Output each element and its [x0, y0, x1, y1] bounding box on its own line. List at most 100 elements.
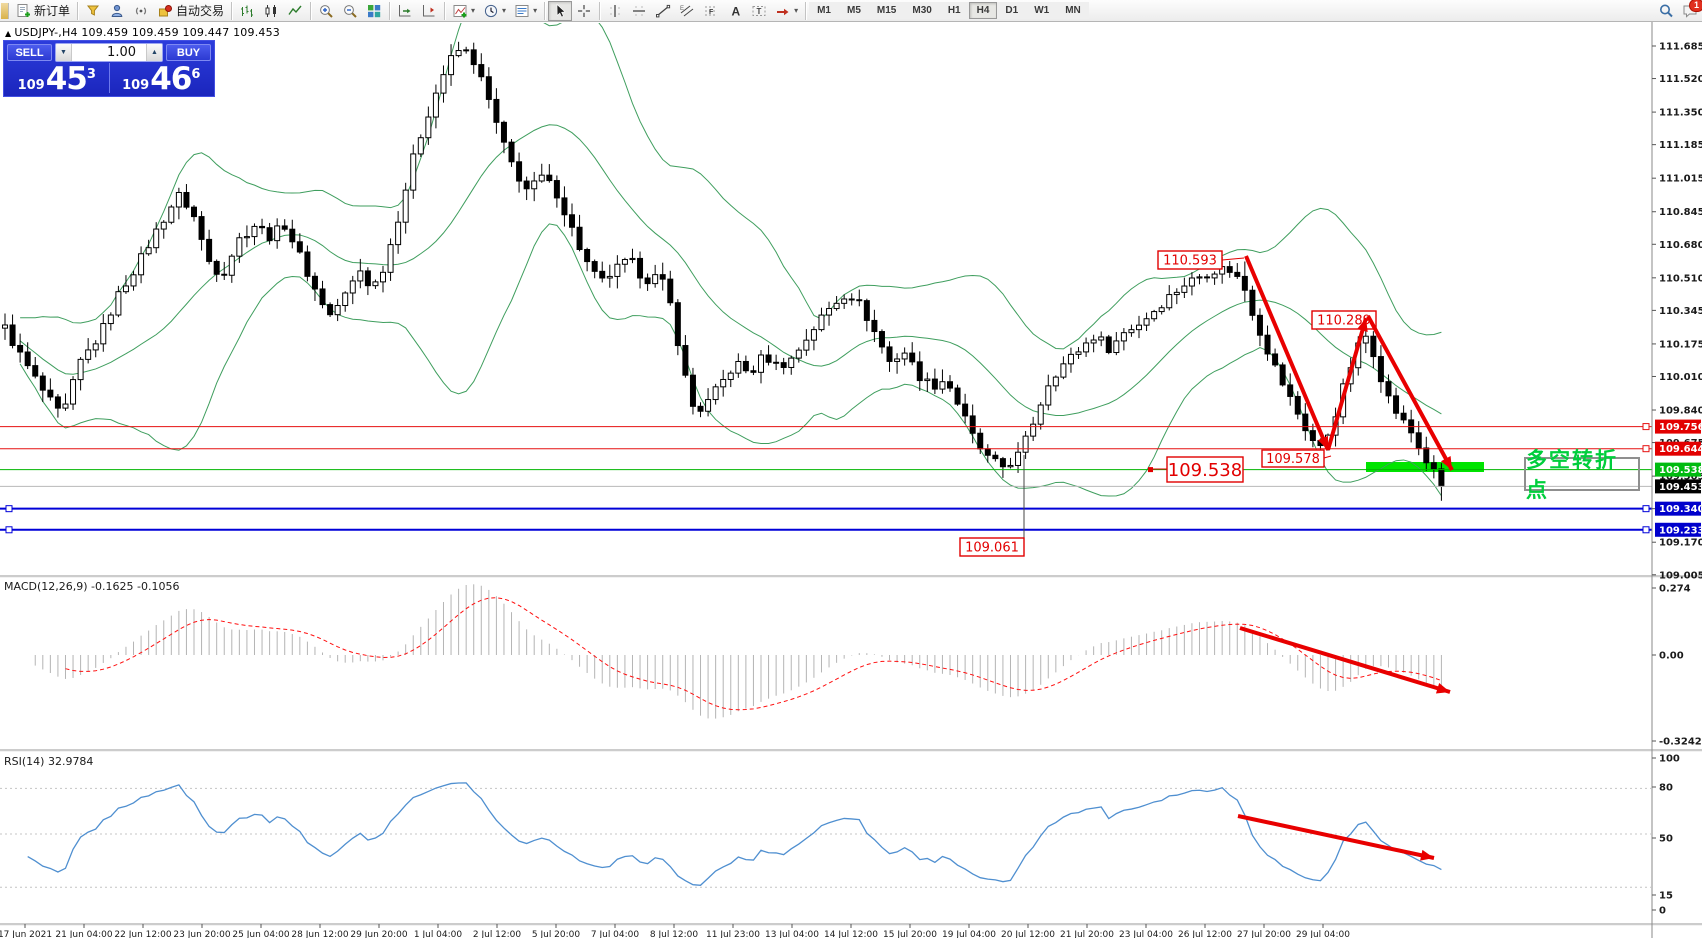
- search-button[interactable]: [1654, 1, 1678, 21]
- trend-arrow[interactable]: [1244, 255, 1330, 451]
- svg-text:7 Jul 04:00: 7 Jul 04:00: [591, 930, 640, 938]
- trend-arrow[interactable]: [1239, 626, 1451, 694]
- vline-button[interactable]: [603, 1, 627, 21]
- candlestick-button[interactable]: [259, 1, 283, 21]
- line-handle[interactable]: [1642, 505, 1650, 513]
- toolbar-separator: [310, 1, 312, 20]
- rsi-line: [27, 782, 1442, 886]
- timeframe-w1[interactable]: W1: [1026, 2, 1058, 19]
- svg-text:110.289: 110.289: [1317, 314, 1371, 329]
- chart-shift-button[interactable]: [417, 1, 441, 21]
- price-tag-110593[interactable]: 110.593: [1157, 250, 1223, 270]
- svg-text:100: 100: [1659, 754, 1680, 765]
- rsi-label: RSI(14) 32.9784: [4, 755, 94, 768]
- label-button[interactable]: T: [747, 1, 771, 21]
- price-level-line-109.34[interactable]: [0, 505, 1652, 513]
- trend-arrow[interactable]: [1326, 317, 1368, 451]
- autotrading-button-label: 自动交易: [176, 4, 225, 18]
- zoom-out-button[interactable]: [338, 1, 362, 21]
- bar-chart-button[interactable]: [235, 1, 259, 21]
- autotrading-button[interactable]: 自动交易: [153, 0, 228, 21]
- svg-text:F: F: [709, 9, 714, 16]
- timeframe-m15[interactable]: M15: [868, 2, 905, 19]
- svg-text:109.578: 109.578: [1266, 452, 1320, 467]
- chevron-down-icon: ▾: [533, 5, 538, 15]
- trend-arrow[interactable]: [1237, 814, 1435, 861]
- price-tag-110289[interactable]: 110.289: [1311, 310, 1377, 330]
- buy-price-big: 46: [150, 61, 192, 97]
- sell-price-sup: 3: [86, 67, 96, 82]
- volume-input[interactable]: [72, 44, 146, 61]
- svg-text:20 Jul 12:00: 20 Jul 12:00: [1001, 930, 1055, 938]
- timeframe-m5[interactable]: M5: [839, 2, 869, 19]
- price-tag-109061[interactable]: 109.061: [959, 537, 1025, 557]
- buy-button[interactable]: BUY: [166, 44, 211, 61]
- line-handle[interactable]: [1642, 445, 1650, 453]
- auto-scroll-button[interactable]: [393, 1, 417, 21]
- svg-text:109.538: 109.538: [1659, 465, 1702, 476]
- price-level-line-109.644[interactable]: [0, 445, 1652, 453]
- shapes-button[interactable]: ▾: [771, 1, 802, 21]
- templates-button[interactable]: ▾: [510, 1, 541, 21]
- green-highlight-bar[interactable]: [1366, 462, 1484, 472]
- cursor-button[interactable]: [548, 0, 573, 21]
- price-tag-109578[interactable]: 109.578: [1261, 449, 1325, 468]
- svg-text:111.350: 111.350: [1659, 108, 1702, 119]
- timeframe-mn[interactable]: MN: [1057, 2, 1089, 19]
- toolbar-separator: [231, 1, 233, 20]
- experts-button[interactable]: [105, 1, 129, 21]
- timeframe-d1[interactable]: D1: [997, 2, 1027, 19]
- text-button[interactable]: A: [723, 1, 747, 21]
- price-divider: [108, 63, 110, 93]
- clipped-icon: [1, 2, 9, 19]
- price-level-line-109.756[interactable]: [0, 423, 1652, 431]
- autotrade-icon: [157, 3, 173, 19]
- sell-button[interactable]: SELL: [7, 44, 52, 61]
- svg-text:T: T: [757, 7, 762, 16]
- timeframe-h1[interactable]: H1: [939, 2, 969, 19]
- one-click-top-row: SELL ▼ ▲ BUY: [4, 41, 214, 63]
- svg-text:22 Jun 12:00: 22 Jun 12:00: [114, 930, 171, 938]
- tile-windows-button[interactable]: [362, 1, 386, 21]
- line-handle[interactable]: [1642, 526, 1650, 534]
- volume-increase-button[interactable]: ▲: [146, 44, 162, 61]
- buy-price-prefix: 109: [122, 78, 150, 93]
- volume-decrease-button[interactable]: ▼: [56, 44, 72, 61]
- price-tag-109538[interactable]: 109.538: [1166, 456, 1244, 483]
- price-axis[interactable]: 111.685 111.520 111.350 111.185 111.015 110.8…: [1652, 42, 1702, 917]
- chat-icon: 1: [1682, 0, 1702, 19]
- indicators-button[interactable]: ▾: [448, 1, 479, 21]
- line-handle[interactable]: [5, 505, 13, 513]
- bollinger-upper-line: [20, 23, 1442, 350]
- line-handle[interactable]: [5, 526, 13, 534]
- styler-button[interactable]: [81, 1, 105, 21]
- sell-price[interactable]: 109 45 3: [6, 64, 108, 95]
- crosshair-button[interactable]: [572, 1, 596, 21]
- trend-arrow[interactable]: [1366, 315, 1454, 471]
- price-level-line-109.233[interactable]: [0, 526, 1652, 534]
- trendline-button[interactable]: [651, 1, 675, 21]
- line-chart-button[interactable]: [283, 1, 307, 21]
- svg-text:109.453: 109.453: [1659, 482, 1702, 493]
- hline-button[interactable]: [627, 1, 651, 21]
- timeframe-m30[interactable]: M30: [904, 2, 940, 19]
- periods-button[interactable]: ▾: [479, 1, 510, 21]
- line-handle[interactable]: [1642, 423, 1650, 431]
- turning-point-note[interactable]: 多空转折点: [1524, 448, 1640, 502]
- svg-text:15 Jul 20:00: 15 Jul 20:00: [883, 930, 937, 938]
- svg-text:110.593: 110.593: [1163, 254, 1217, 269]
- time-axis[interactable]: 17 Jun 2021 21 Jun 04:00 22 Jun 12:00 23 Ju…: [0, 924, 1350, 938]
- timeframe-m1[interactable]: M1: [809, 2, 839, 19]
- fibonacci-button[interactable]: F: [699, 1, 723, 21]
- zoom-in-button[interactable]: [314, 1, 338, 21]
- toolbar-separator: [805, 1, 807, 20]
- chat-button[interactable]: 1: [1678, 0, 1702, 21]
- timeframe-h4[interactable]: H4: [968, 2, 998, 19]
- channel-button[interactable]: E: [675, 1, 699, 21]
- buy-price[interactable]: 109 46 6: [111, 61, 213, 97]
- svg-text:25 Jun 04:00: 25 Jun 04:00: [232, 930, 289, 938]
- signals-button[interactable]: [129, 1, 153, 21]
- new-order-button[interactable]: 新订单: [11, 0, 74, 21]
- one-click-prices: 109 45 3 109 46 6: [4, 63, 214, 96]
